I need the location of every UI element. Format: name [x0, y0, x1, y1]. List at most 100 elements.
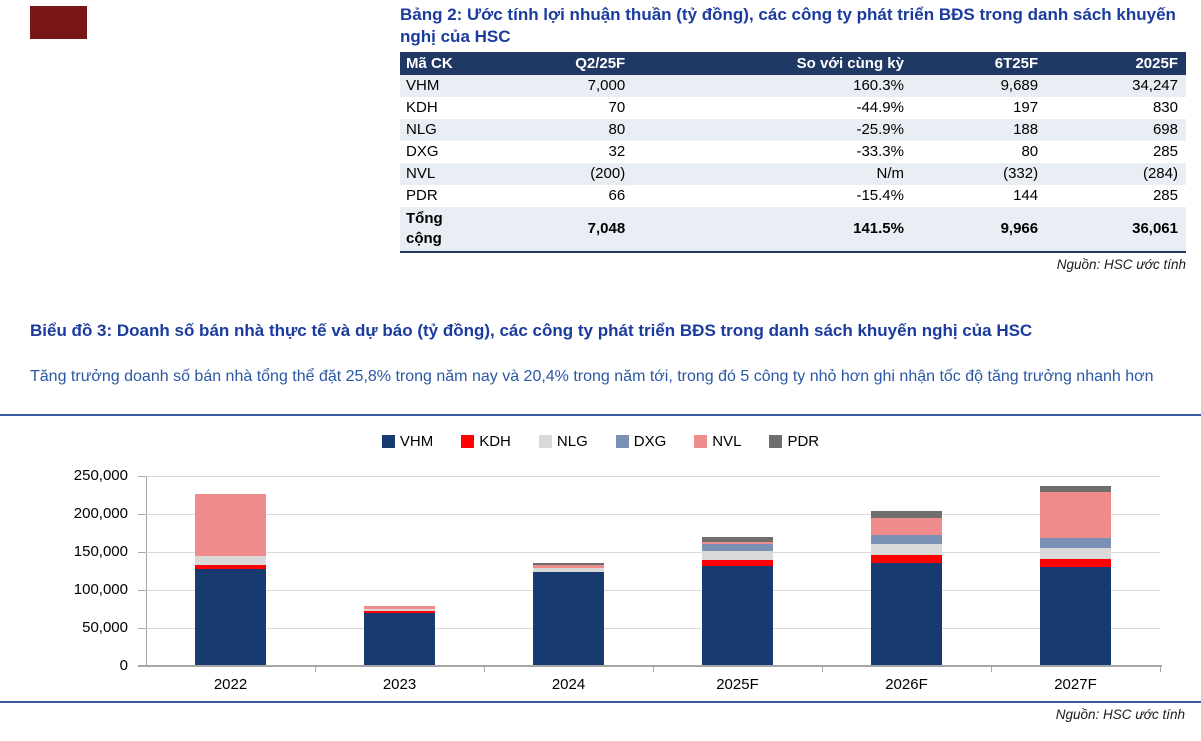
- table-cell: 830: [1152, 99, 1178, 116]
- table-cell: 197: [1013, 99, 1039, 116]
- bar-segment-nlg: [702, 551, 773, 560]
- y-axis-label: 200,000: [73, 505, 128, 522]
- x-axis-label: 2026F: [885, 676, 928, 693]
- bar-segment-nlg: [195, 556, 266, 565]
- bar-segment-dxg: [702, 544, 773, 552]
- chart-legend: VHM KDH NLG DXG NVL PDR: [0, 433, 1201, 450]
- table-body: VHM 7,000 160.3% 9,689 34,247 KDH 70 -44.9% 197 8…: [400, 74, 1186, 252]
- y-axis-label: 250,000: [73, 467, 128, 484]
- table-cell: 80: [608, 121, 626, 138]
- table-cell: 160.3%: [853, 77, 904, 94]
- x-axis-label: 2022: [213, 676, 248, 693]
- legend-item-kdh: KDH: [461, 433, 511, 450]
- y-axis-tick: [138, 628, 146, 629]
- table-cell: 9,966: [1000, 220, 1039, 237]
- x-axis-tick: [653, 666, 654, 672]
- stacked-bar-2027F: [1040, 485, 1111, 666]
- table-cell: 285: [1152, 143, 1178, 160]
- legend-swatch-icon: [615, 435, 629, 448]
- separator-top: [0, 414, 1201, 416]
- bar-segment-vhm: [533, 571, 604, 666]
- legend-swatch-icon: [461, 435, 475, 448]
- table-cell: 80: [1021, 143, 1039, 160]
- x-axis-label: 2025F: [716, 676, 759, 693]
- table-cell: 34,247: [1132, 77, 1178, 94]
- bar-slot-2022: 2022: [146, 476, 315, 693]
- gridline: [146, 628, 1160, 629]
- table-cell: (332): [1003, 165, 1039, 182]
- bar-segment-nvl: [195, 493, 266, 557]
- bar-slot-2024: 2024: [484, 476, 653, 693]
- bar-segment-pdr: [702, 537, 773, 542]
- y-axis-tick: [138, 514, 146, 515]
- table-cell: NLG: [406, 121, 437, 138]
- x-axis-label: 2023: [382, 676, 417, 693]
- table-cell: 9,689: [1000, 77, 1039, 94]
- y-axis-label: 0: [119, 657, 128, 674]
- table-cell: 7,048: [587, 220, 626, 237]
- table-row: NLG 80 -25.9% 188 698: [400, 118, 1186, 141]
- legend-swatch-icon: [694, 435, 708, 448]
- bar-segment-nvl: [871, 517, 942, 536]
- bar-segment-vhm: [1040, 567, 1111, 666]
- legend-item-dxg: DXG: [615, 433, 667, 450]
- stacked-bar-2023: [364, 606, 435, 666]
- legend-item-vhm: VHM: [381, 433, 433, 450]
- bar-segment-nvl: [702, 541, 773, 545]
- table-cell: 36,061: [1132, 220, 1178, 237]
- table-cell: (284): [1142, 165, 1178, 182]
- x-axis-label: 2027F: [1054, 676, 1097, 693]
- bar-segment-nvl: [364, 606, 435, 610]
- table-cell: 66: [608, 187, 626, 204]
- table-row: KDH 70 -44.9% 197 830: [400, 97, 1186, 119]
- column-header: Q2/25F: [484, 51, 634, 75]
- x-axis-line: [138, 665, 1162, 667]
- table-cell: DXG: [406, 143, 439, 160]
- y-axis-label: 100,000: [73, 581, 128, 598]
- bar-segment-kdh: [702, 559, 773, 566]
- table-row: PDR 66 -15.4% 144 285: [400, 185, 1186, 207]
- table-title: Bảng 2: Ước tính lợi nhuận thuần (tỷ đồn…: [400, 5, 1176, 46]
- gridline: [146, 590, 1160, 591]
- y-axis-tick: [138, 552, 146, 553]
- stacked-bar-2025F: [702, 537, 773, 666]
- bar-segment-kdh: [871, 555, 942, 564]
- table-cell: 141.5%: [853, 220, 904, 237]
- table-cell: 144: [1013, 187, 1039, 204]
- table-row: VHM 7,000 160.3% 9,689 34,247: [400, 74, 1186, 97]
- legend-item-nlg: NLG: [538, 433, 588, 450]
- stacked-bar-2022: [195, 493, 266, 666]
- separator-bottom: [0, 701, 1201, 703]
- bar-segment-dxg: [1040, 537, 1111, 548]
- x-axis-tick: [1160, 666, 1161, 672]
- legend-swatch-icon: [381, 435, 395, 448]
- y-axis-label: 150,000: [73, 543, 128, 560]
- table-cell: PDR: [406, 187, 438, 204]
- legend-label: DXG: [633, 433, 667, 450]
- table-total-row: Tổng cộng 7,048 141.5% 9,966 36,061: [400, 206, 1186, 252]
- bar-segment-vhm: [702, 565, 773, 666]
- table-source: Nguồn: HSC ước tính: [1056, 256, 1186, 272]
- column-header: 6T25F: [911, 51, 1047, 75]
- bar-segment-pdr: [1040, 485, 1111, 492]
- bar-segment-nlg: [533, 567, 604, 572]
- bar-segment-kdh: [364, 610, 435, 613]
- bar-slot-2023: 2023: [315, 476, 484, 693]
- profit-table: Mã CK Q2/25F So với cùng kỳ 6T25F 2025F VHM 7…: [400, 51, 1186, 253]
- table-cell: (200): [590, 165, 626, 182]
- redaction-box: [30, 6, 87, 39]
- table-header-row: Mã CK Q2/25F So với cùng kỳ 6T25F 2025F: [400, 51, 1186, 75]
- table-cell: KDH: [406, 99, 438, 116]
- bar-segment-pdr: [533, 563, 604, 565]
- bar-segment-vhm: [364, 612, 435, 666]
- legend-label: PDR: [787, 433, 820, 450]
- table-cell: -25.9%: [856, 121, 904, 138]
- table-cell: 698: [1152, 121, 1178, 138]
- chart-subtitle: Tăng trưởng doanh số bán nhà tổng thể đặ…: [30, 368, 1154, 385]
- table-cell: -15.4%: [856, 187, 904, 204]
- chart-title: Biểu đồ 3: Doanh số bán nhà thực tế và d…: [30, 321, 1033, 340]
- plot-area: 2022 2023 2024 2025F 2026F 2027F: [138, 476, 1162, 693]
- legend-item-pdr: PDR: [769, 433, 819, 450]
- bar-segment-pdr: [871, 511, 942, 518]
